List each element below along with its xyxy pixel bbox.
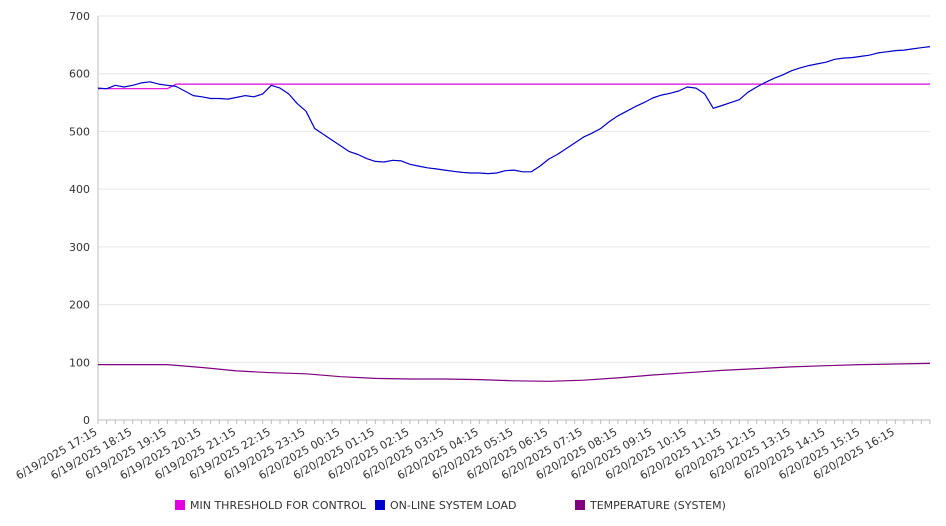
- series-line-1: [98, 83, 930, 90]
- legend-swatch: [575, 500, 585, 510]
- y-tick-label: 0: [83, 414, 90, 427]
- legend-swatch: [375, 500, 385, 510]
- grid-lines: [98, 15, 930, 421]
- y-tick-label: 200: [69, 299, 90, 312]
- legend: MIN THRESHOLD FOR CONTROL ON-LINE SYSTEM …: [175, 499, 726, 512]
- legend-item-3[interactable]: TEMPERATURE (SYSTEM): [575, 499, 726, 512]
- legend-item-1[interactable]: MIN THRESHOLD FOR CONTROL: [175, 499, 367, 512]
- legend-swatch: [175, 500, 185, 510]
- y-tick-label: 100: [69, 356, 90, 369]
- series-lines: [97, 46, 931, 382]
- y-tick-label: 300: [69, 241, 90, 254]
- legend-label: TEMPERATURE (SYSTEM): [589, 499, 726, 512]
- y-tick-label: 600: [69, 68, 90, 81]
- legend-item-2[interactable]: ON-LINE SYSTEM LOAD: [375, 499, 516, 512]
- y-tick-label: 500: [69, 125, 90, 138]
- y-axis-ticks: 0 100 200 300 400 500 600 700: [69, 10, 90, 427]
- legend-label: ON-LINE SYSTEM LOAD: [390, 499, 516, 512]
- y-tick-label: 400: [69, 183, 90, 196]
- legend-label: MIN THRESHOLD FOR CONTROL: [190, 499, 367, 512]
- series-line-3: [98, 362, 931, 382]
- y-tick-label: 700: [69, 10, 90, 23]
- axes: [97, 16, 930, 421]
- series-line-2: [97, 46, 931, 175]
- x-axis-ticks: 6/19/2025 17:156/19/2025 18:156/19/2025 …: [14, 420, 931, 482]
